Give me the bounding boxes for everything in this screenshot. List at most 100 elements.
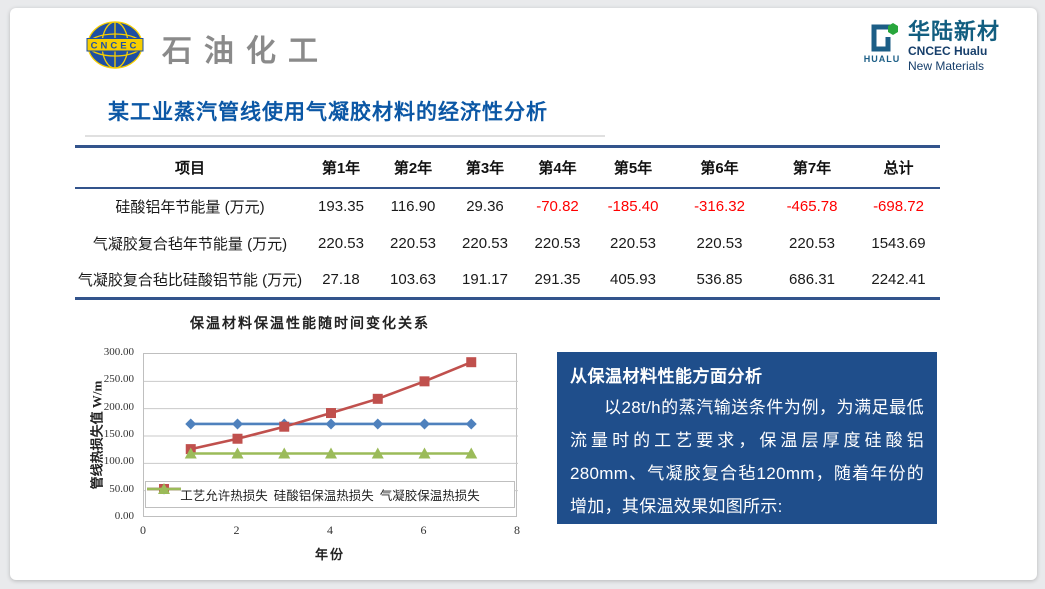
table-cell: 220.53 [534, 234, 581, 252]
triangle-marker-icon [184, 447, 197, 459]
hualu-name-en1: CNCEC Hualu [908, 44, 988, 59]
legend-item: 硅酸铝保温热损失 [147, 484, 374, 504]
table-header-cell: 第4年 [521, 146, 594, 189]
table-cell: 116.90 [390, 198, 436, 215]
x-tick-label: 8 [514, 523, 520, 537]
x-tick-label: 0 [140, 523, 146, 537]
title-divider [85, 135, 605, 137]
economics-table: 项目 第1年 第2年 第3年 第4年 第5年 第6年 第7年 总计 硅酸铝年节能量 (万元) 19… [75, 145, 940, 300]
table-header-cell: 第1年 [305, 146, 377, 189]
square-marker-icon [372, 393, 383, 404]
triangle-marker-icon [465, 447, 478, 459]
table-cell: 220.53 [462, 234, 508, 252]
hualu-word: HUALU [863, 54, 901, 64]
table-row: 硅酸铝年节能量 (万元) 193.35 116.90 29.36 -70.82 -185.… [75, 188, 940, 225]
diamond-marker-icon [185, 418, 197, 430]
square-marker-icon [326, 408, 336, 419]
table-cell: 191.17 [462, 270, 508, 288]
y-tick-label: 300.00 [103, 346, 134, 358]
triangle-marker-icon [418, 447, 431, 459]
table-cell: 29.36 [466, 198, 504, 215]
row-label: 硅酸铝年节能量 (万元) [115, 199, 265, 216]
table-row: 气凝胶复合毡年节能量 (万元) 220.53 220.53 220.53 220.53 2… [75, 225, 940, 262]
table-header-cell: 项目 [75, 146, 305, 189]
cncec-globe-icon: CNCEC [86, 20, 144, 75]
y-tick-label: 200.00 [103, 400, 134, 413]
table-cell: 193.35 [318, 198, 364, 215]
analysis-heading: 从保温材料性能方面分析 [570, 367, 763, 386]
diamond-marker-icon [372, 418, 384, 430]
legend-item: 工艺允许热损失 [147, 483, 268, 504]
table-cell: 220.53 [318, 234, 364, 252]
triangle-marker-icon [158, 483, 170, 494]
table-cell: -698.72 [873, 198, 924, 215]
hualu-text: 华陆新材 CNCEC Hualu New Materials [908, 19, 1001, 73]
x-tick-label: 2 [233, 523, 240, 537]
row-label: 气凝胶复合毡比硅酸铝节能 (万元) [77, 271, 303, 289]
table-cell: 291.35 [534, 270, 581, 288]
y-tick-label: 100.00 [103, 455, 134, 468]
table-cell: -185.40 [607, 198, 659, 215]
insulation-performance-chart: 保温材料保温性能随时间变化关系 管线热损失值 W/m 0.00 50.00 100.… [70, 311, 550, 563]
svg-text:CNCEC: CNCEC [91, 41, 140, 52]
page-title: 某工业蒸汽管线使用气凝胶材料的经济性分析 [108, 101, 548, 124]
table-cell: 405.93 [610, 270, 656, 288]
row-label: 气凝胶复合毡年节能量 (万元) [92, 235, 288, 253]
diamond-marker-icon [325, 418, 337, 430]
triangle-marker-icon [278, 447, 291, 459]
table-header-cell: 第5年 [594, 146, 672, 189]
legend-item: 气凝胶保温热损失 [147, 483, 480, 504]
table-header-row: 项目 第1年 第2年 第3年 第4年 第5年 第6年 第7年 总计 [75, 146, 940, 189]
legend-label: 气凝胶保温热损失 [379, 489, 480, 503]
table-cell: 27.18 [322, 270, 360, 288]
triangle-marker-icon [231, 447, 244, 459]
x-tick-label: 6 [420, 523, 427, 537]
hualu-name-en2: New Materials [908, 58, 985, 73]
legend-label: 工艺允许热损失 [180, 489, 268, 503]
table-cell: 2242.41 [871, 270, 926, 288]
table-cell: 686.31 [789, 270, 835, 288]
x-tick-label: 4 [327, 523, 333, 537]
y-tick-label: 0.00 [114, 510, 134, 522]
table-header-cell: 第3年 [449, 146, 521, 189]
hualu-icon: HUALU [862, 20, 902, 64]
slide: CNCEC 石油化工 HUALU 华陆新材 CNCEC Hualu New Ma… [10, 8, 1037, 580]
triangle-marker-icon [371, 447, 384, 459]
table-cell: -465.78 [786, 198, 838, 215]
hualu-mark-icon [871, 23, 898, 52]
triangle-marker-icon [325, 447, 337, 459]
brand-name: 石油化工 [162, 34, 330, 68]
table-cell: 1543.69 [871, 234, 926, 252]
hualu-name-cn: 华陆新材 [908, 19, 1001, 44]
y-tick-label: 50.00 [109, 482, 134, 495]
table-cell: 220.53 [789, 234, 835, 252]
diamond-marker-icon [419, 418, 430, 430]
table-row: 气凝胶复合毡比硅酸铝节能 (万元) 27.18 103.63 191.17 291.35… [75, 262, 940, 299]
square-marker-icon [232, 433, 243, 444]
square-marker-icon [279, 421, 290, 432]
table-cell: 220.53 [610, 234, 656, 252]
table-header-cell: 总计 [857, 146, 940, 189]
table-header-cell: 第2年 [377, 146, 449, 189]
table-cell: 536.85 [696, 270, 743, 288]
table-cell: -70.82 [536, 198, 579, 215]
table-cell: 220.53 [696, 234, 743, 252]
chart-x-axis-title: 年份 [314, 547, 345, 562]
cncec-logo: CNCEC 石油化工 [86, 20, 330, 75]
table-cell: 220.53 [390, 234, 436, 252]
y-tick-label: 150.00 [103, 428, 134, 440]
diamond-marker-icon [465, 418, 477, 430]
table-cell: -316.32 [694, 198, 745, 215]
table-header-cell: 第6年 [672, 146, 767, 189]
table-header-cell: 第7年 [767, 146, 857, 189]
diamond-marker-icon [232, 418, 243, 430]
legend-marker-icon [147, 483, 181, 494]
hualu-logo: HUALU 华陆新材 CNCEC Hualu New Materials [862, 19, 1001, 73]
table-cell: 103.63 [390, 270, 436, 288]
y-tick-label: 250.00 [103, 373, 134, 386]
square-marker-icon [419, 376, 430, 387]
chart-title: 保温材料保温性能随时间变化关系 [190, 317, 430, 332]
analysis-body: 以28t/h的蒸汽输送条件为例，为满足最低流量时的工艺要求，保温层厚度硅酸铝28… [570, 398, 924, 517]
chart-legend: 工艺允许热损失 硅酸铝保温热损失 气凝胶保温热损失 [145, 481, 515, 508]
